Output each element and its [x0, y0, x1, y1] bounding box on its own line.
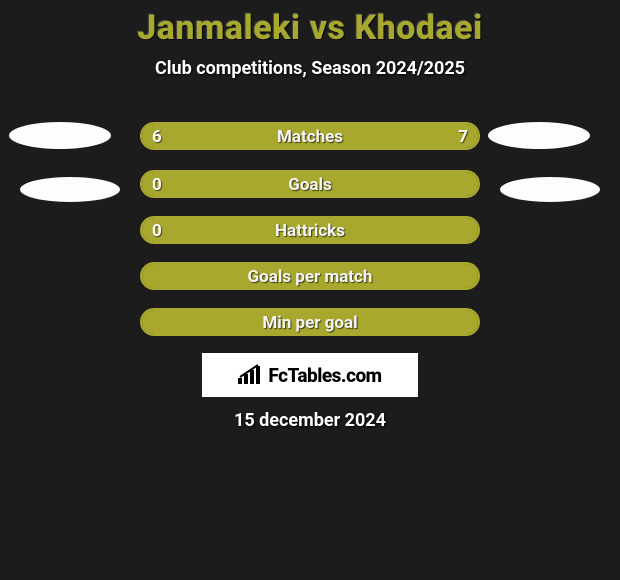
- stat-row-goals-per-match: Goals per match: [0, 262, 620, 294]
- stat-fill-left: [142, 310, 478, 334]
- page-title: Janmaleki vs Khodaei: [0, 0, 620, 48]
- stat-row-goals: 0 Goals: [0, 170, 620, 202]
- stat-bar: 0 Hattricks: [140, 216, 480, 244]
- stat-fill-left: [142, 218, 478, 242]
- stat-fill-left: [142, 172, 478, 196]
- stat-row-min-per-goal: Min per goal: [0, 308, 620, 340]
- comparison-widget: Janmaleki vs Khodaei Club competitions, …: [0, 0, 620, 580]
- stat-bar: Goals per match: [140, 262, 480, 290]
- stat-bar: 0 Goals: [140, 170, 480, 198]
- stat-value-right: 7: [448, 124, 478, 150]
- date-text: 15 december 2024: [0, 410, 620, 431]
- logo-text: FcTables.com: [268, 364, 381, 387]
- stat-row-hattricks: 0 Hattricks: [0, 216, 620, 248]
- stat-value-left: 6: [142, 124, 172, 150]
- stat-row-matches: 6 7 Matches: [0, 122, 620, 154]
- stat-value-left: 0: [142, 218, 172, 244]
- stat-bar: Min per goal: [140, 308, 480, 336]
- fctables-logo-link[interactable]: FcTables.com: [202, 353, 418, 397]
- signal-icon: [238, 364, 262, 386]
- subtitle: Club competitions, Season 2024/2025: [0, 58, 620, 79]
- stat-value-left: 0: [142, 172, 172, 198]
- stat-bar: 6 7 Matches: [140, 122, 480, 150]
- stat-fill-left: [142, 264, 478, 288]
